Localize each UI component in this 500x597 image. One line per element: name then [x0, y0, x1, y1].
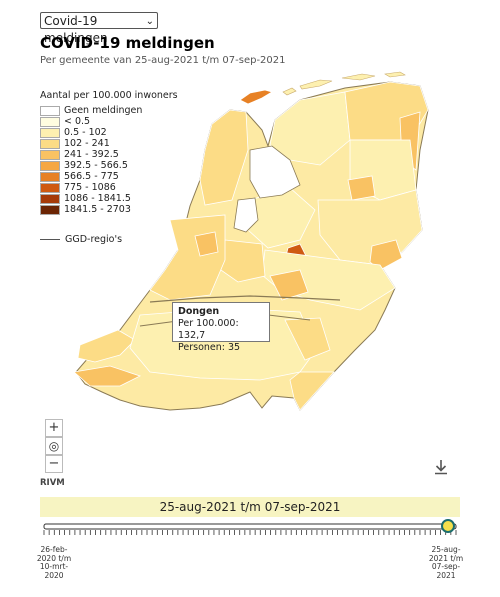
legend-item: 0.5 - 102	[40, 127, 178, 138]
legend-ggd-label: GGD-regio's	[65, 234, 123, 245]
map-region-wadden-1[interactable]	[239, 89, 273, 105]
tooltip-per100k: Per 100.000: 132,7	[178, 318, 239, 341]
map-water-markermeer	[233, 197, 259, 233]
legend-item: < 0.5	[40, 116, 178, 127]
timeline-end-label: 25-aug-2021 t/m 07-sep-2021	[428, 545, 464, 580]
legend-item: 566.5 - 775	[40, 171, 178, 182]
timeline-handle[interactable]	[441, 519, 455, 533]
map-river-waal	[149, 295, 341, 303]
map-region-wadden-4[interactable]	[384, 71, 406, 78]
map-region-noord-holland[interactable]	[199, 109, 249, 206]
map-water-ijsselmeer	[249, 145, 301, 199]
legend-swatch	[40, 160, 60, 171]
map-region-zeeland[interactable]	[77, 329, 136, 363]
legend-label: 566.5 - 775	[64, 171, 119, 182]
page-subtitle: Per gemeente van 25-aug-2021 t/m 07-sep-…	[40, 55, 286, 66]
legend-swatch	[40, 105, 60, 116]
map-region-drenthe-hot[interactable]	[347, 175, 376, 201]
legend-title: Aantal per 100.000 inwoners	[40, 90, 178, 101]
map-region-brabant-east[interactable]	[284, 317, 331, 361]
legend-item: Geen meldingen	[40, 105, 178, 116]
map-region-zuid-holland[interactable]	[149, 214, 226, 301]
date-range-label: 25-aug-2021 t/m 07-sep-2021	[40, 497, 460, 517]
legend-item: 775 - 1086	[40, 182, 178, 193]
map-region-wadden-2[interactable]	[299, 79, 333, 90]
map-region-wadden-3[interactable]	[341, 73, 376, 81]
ggd-line-swatch	[40, 239, 60, 240]
legend-label: 1086 - 1841.5	[64, 193, 131, 204]
download-icon[interactable]	[432, 458, 450, 476]
legend-label: < 0.5	[64, 116, 91, 127]
legend-swatch	[40, 138, 60, 149]
municipality-tooltip: Dongen Per 100.000: 132,7 Personen: 35	[172, 302, 270, 353]
legend-swatch	[40, 116, 60, 127]
map-region-zeeland-2[interactable]	[73, 365, 142, 387]
chevron-down-icon: ⌄	[145, 16, 154, 27]
legend-swatch	[40, 149, 60, 160]
zoom-in-button[interactable]: +	[45, 419, 63, 437]
source-label: RIVM	[40, 478, 65, 488]
map-legend: Aantal per 100.000 inwoners Geen melding…	[40, 90, 178, 215]
legend-item: 1086 - 1841.5	[40, 193, 178, 204]
legend-label: 0.5 - 102	[64, 127, 107, 138]
tooltip-persons: Personen: 35	[178, 342, 241, 353]
legend-item: 102 - 241	[40, 138, 178, 149]
timeline-start-label: 26-feb-2020 t/m 10-mrt-2020	[36, 545, 72, 580]
map-region-wadden-5[interactable]	[282, 87, 297, 96]
indicator-select-value: Covid-19 meldingen	[44, 14, 108, 45]
legend-label: 241 - 392.5	[64, 149, 119, 160]
legend-swatch	[40, 182, 60, 193]
legend-item: 241 - 392.5	[40, 149, 178, 160]
map-region-twente[interactable]	[369, 239, 403, 271]
legend-label: 102 - 241	[64, 138, 110, 149]
zoom-out-button[interactable]: −	[45, 455, 63, 473]
legend-swatch	[40, 127, 60, 138]
legend-item: 1841.5 - 2703	[40, 204, 178, 215]
legend-item: 392.5 - 566.5	[40, 160, 178, 171]
legend-ggd-region: GGD-regio's	[40, 234, 122, 245]
indicator-select[interactable]: Covid-19 meldingen ⌄	[40, 12, 158, 45]
legend-label: 775 - 1086	[64, 182, 116, 193]
legend-label: 392.5 - 566.5	[64, 160, 128, 171]
legend-label: Geen meldingen	[64, 105, 143, 116]
map-region-gelderland-south[interactable]	[269, 269, 309, 301]
legend-swatch	[40, 171, 60, 182]
map-region-zh-hot[interactable]	[194, 231, 219, 257]
page-title: COVID-19 meldingen	[40, 34, 215, 52]
locate-button[interactable]: ◎	[45, 437, 63, 455]
tooltip-name: Dongen	[178, 306, 220, 317]
legend-swatch	[40, 204, 60, 215]
netherlands-map[interactable]	[0, 60, 500, 420]
legend-label: 1841.5 - 2703	[64, 204, 131, 215]
legend-swatch	[40, 193, 60, 204]
map-region-limburg[interactable]	[289, 371, 335, 411]
timeline-slider[interactable]	[40, 516, 460, 546]
